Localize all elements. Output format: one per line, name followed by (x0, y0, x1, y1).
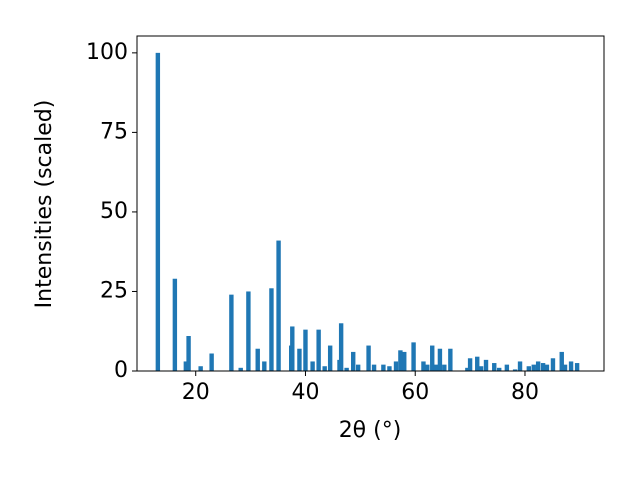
bar (442, 364, 447, 371)
bar (198, 366, 203, 371)
y-tick-label: 100 (86, 40, 128, 65)
bar (262, 361, 267, 371)
bar (517, 361, 523, 371)
y-tick-label: 25 (100, 278, 128, 303)
bar (255, 348, 260, 371)
bar (366, 345, 371, 371)
bar (246, 291, 251, 371)
plot-frame (136, 35, 605, 372)
bar (276, 240, 281, 371)
bar (430, 345, 435, 371)
bar (398, 350, 403, 371)
bar (467, 358, 473, 371)
bar (402, 351, 407, 371)
bar (512, 369, 518, 371)
x-axis-label: 2θ (°) (339, 418, 402, 443)
bar (183, 361, 189, 371)
bar (531, 364, 536, 371)
bar (269, 288, 274, 371)
bar (172, 278, 178, 371)
y-tick-label: 0 (114, 358, 128, 383)
bar (371, 364, 377, 371)
y-axis-label: Intensities (scaled) (32, 100, 57, 309)
bar (421, 361, 426, 371)
bar (155, 52, 161, 371)
bar (344, 367, 349, 371)
bar (229, 294, 234, 371)
bar (355, 364, 361, 371)
bar (492, 363, 497, 371)
bar (303, 329, 308, 371)
bar (483, 359, 489, 371)
bar (297, 348, 302, 371)
bar (475, 356, 480, 371)
bar (310, 361, 315, 371)
bar (478, 366, 484, 371)
bar (574, 363, 580, 371)
bar (381, 364, 386, 371)
bar (327, 345, 333, 371)
x-tick-label: 20 (182, 380, 210, 405)
bar (550, 358, 556, 371)
y-tick-label: 50 (100, 199, 128, 224)
bar (351, 351, 356, 371)
y-tick-label: 75 (100, 119, 128, 144)
x-tick-label: 40 (291, 380, 319, 405)
x-tick-label: 60 (401, 380, 429, 405)
bar (393, 361, 399, 371)
bar (238, 367, 243, 371)
bar (411, 342, 416, 371)
bar (544, 364, 550, 371)
bar (559, 351, 564, 371)
bar (568, 361, 574, 371)
bar (562, 364, 568, 371)
bar (186, 336, 191, 371)
bar (504, 364, 510, 371)
bar (387, 366, 392, 371)
bar (433, 364, 439, 371)
bar (425, 364, 430, 371)
bar (465, 367, 470, 371)
x-tick-label: 80 (511, 380, 539, 405)
bar (322, 366, 327, 371)
bar (316, 329, 321, 371)
bar (437, 348, 443, 371)
bar (448, 348, 453, 371)
bar (535, 361, 541, 371)
bar (290, 326, 295, 371)
bar (540, 363, 546, 371)
bar (526, 366, 532, 371)
bar (496, 367, 502, 371)
bar (209, 353, 214, 371)
bar (338, 323, 344, 371)
